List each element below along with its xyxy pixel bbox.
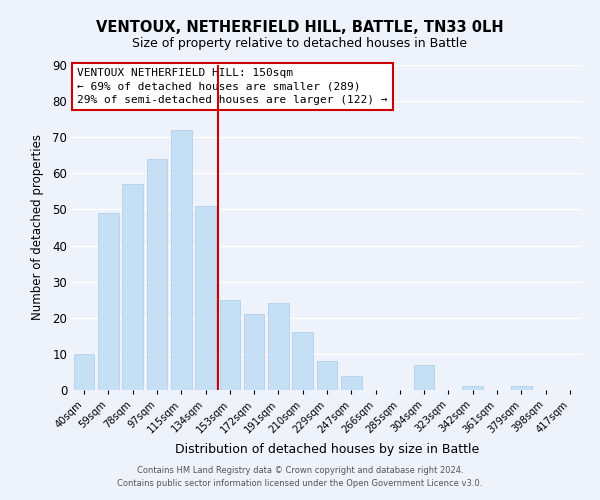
Bar: [98, 213, 119, 390]
Bar: [220, 300, 240, 390]
Bar: [171, 130, 191, 390]
Bar: [146, 159, 167, 390]
Text: VENTOUX, NETHERFIELD HILL, BATTLE, TN33 0LH: VENTOUX, NETHERFIELD HILL, BATTLE, TN33 …: [96, 20, 504, 35]
Bar: [195, 206, 216, 390]
Bar: [268, 304, 289, 390]
Bar: [463, 386, 483, 390]
Bar: [122, 184, 143, 390]
Bar: [511, 386, 532, 390]
Bar: [341, 376, 362, 390]
Bar: [244, 314, 265, 390]
Y-axis label: Number of detached properties: Number of detached properties: [31, 134, 44, 320]
Bar: [317, 361, 337, 390]
Bar: [292, 332, 313, 390]
Bar: [74, 354, 94, 390]
Text: Size of property relative to detached houses in Battle: Size of property relative to detached ho…: [133, 38, 467, 51]
Text: Contains HM Land Registry data © Crown copyright and database right 2024.
Contai: Contains HM Land Registry data © Crown c…: [118, 466, 482, 487]
Bar: [414, 364, 434, 390]
Text: VENTOUX NETHERFIELD HILL: 150sqm
← 69% of detached houses are smaller (289)
29% : VENTOUX NETHERFIELD HILL: 150sqm ← 69% o…: [77, 68, 388, 104]
X-axis label: Distribution of detached houses by size in Battle: Distribution of detached houses by size …: [175, 443, 479, 456]
